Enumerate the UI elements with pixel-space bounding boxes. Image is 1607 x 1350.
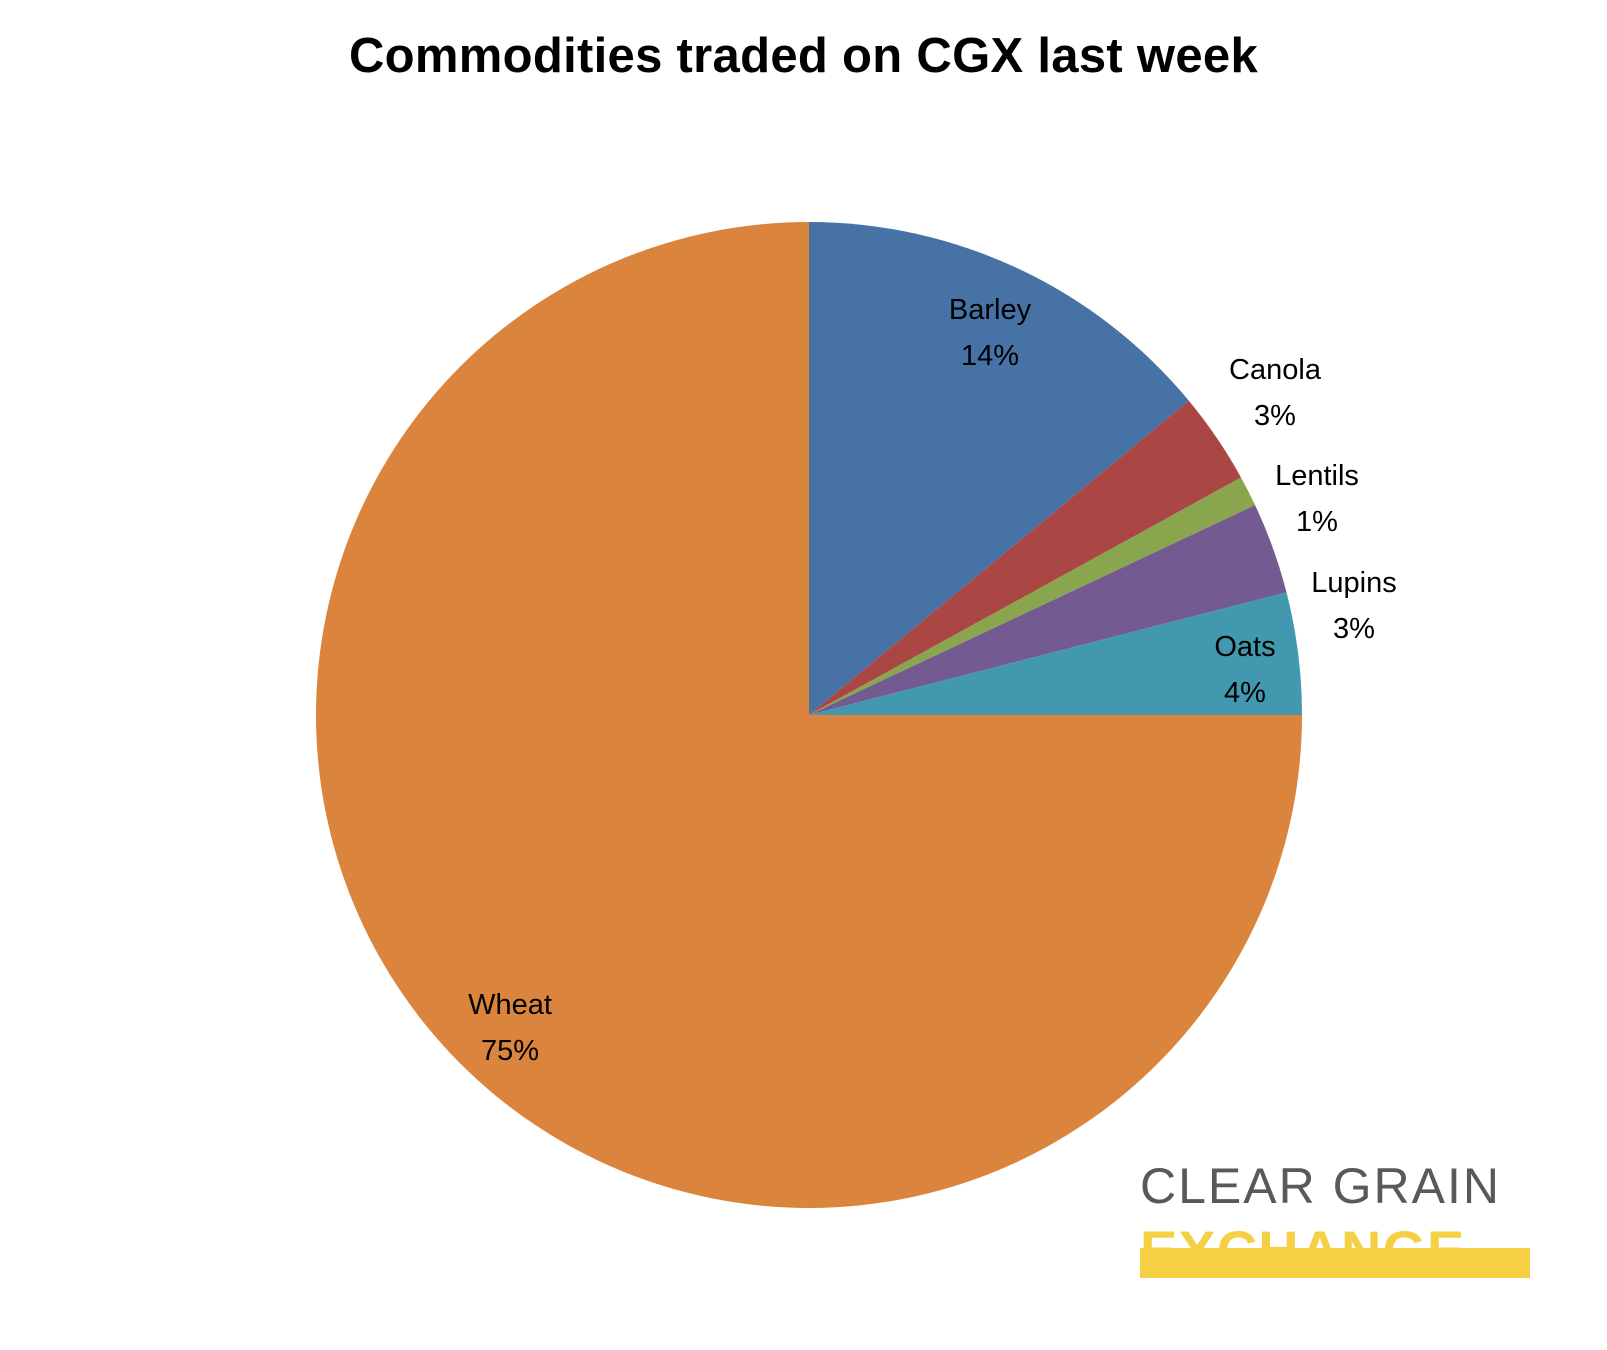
pie-slice-wheat <box>316 222 1302 1208</box>
logo-band <box>1140 1248 1530 1278</box>
slice-label-lentils: Lentils <box>1275 460 1359 492</box>
slice-label-oats: Oats <box>1214 631 1275 663</box>
slice-value-wheat: 75% <box>481 1035 539 1067</box>
slice-label-canola: Canola <box>1229 354 1322 386</box>
clear-grain-exchange-logo: CLEAR GRAIN EXCHANGE <box>1140 1160 1530 1284</box>
logo-line-1: CLEAR GRAIN <box>1140 1158 1501 1214</box>
pie-slice-canola <box>809 400 1242 715</box>
chart-title: Commodities traded on CGX last week <box>348 29 1259 83</box>
slice-value-canola: 3% <box>1254 400 1296 432</box>
slice-value-lupins: 3% <box>1333 613 1375 645</box>
slice-label-lupins: Lupins <box>1311 567 1396 599</box>
slice-label-wheat: Wheat <box>468 989 552 1021</box>
pie-slice-lentils <box>809 477 1256 715</box>
slice-value-barley: 14% <box>961 340 1019 372</box>
pie-slice-barley <box>809 222 1189 715</box>
pie-slice-lupins <box>809 505 1287 715</box>
slice-value-oats: 4% <box>1224 677 1266 709</box>
slice-value-lentils: 1% <box>1296 506 1338 538</box>
logo-line-2: EXCHANGE <box>1140 1219 1466 1282</box>
pie-slice-oats <box>809 592 1302 715</box>
slice-label-barley: Barley <box>949 294 1032 326</box>
